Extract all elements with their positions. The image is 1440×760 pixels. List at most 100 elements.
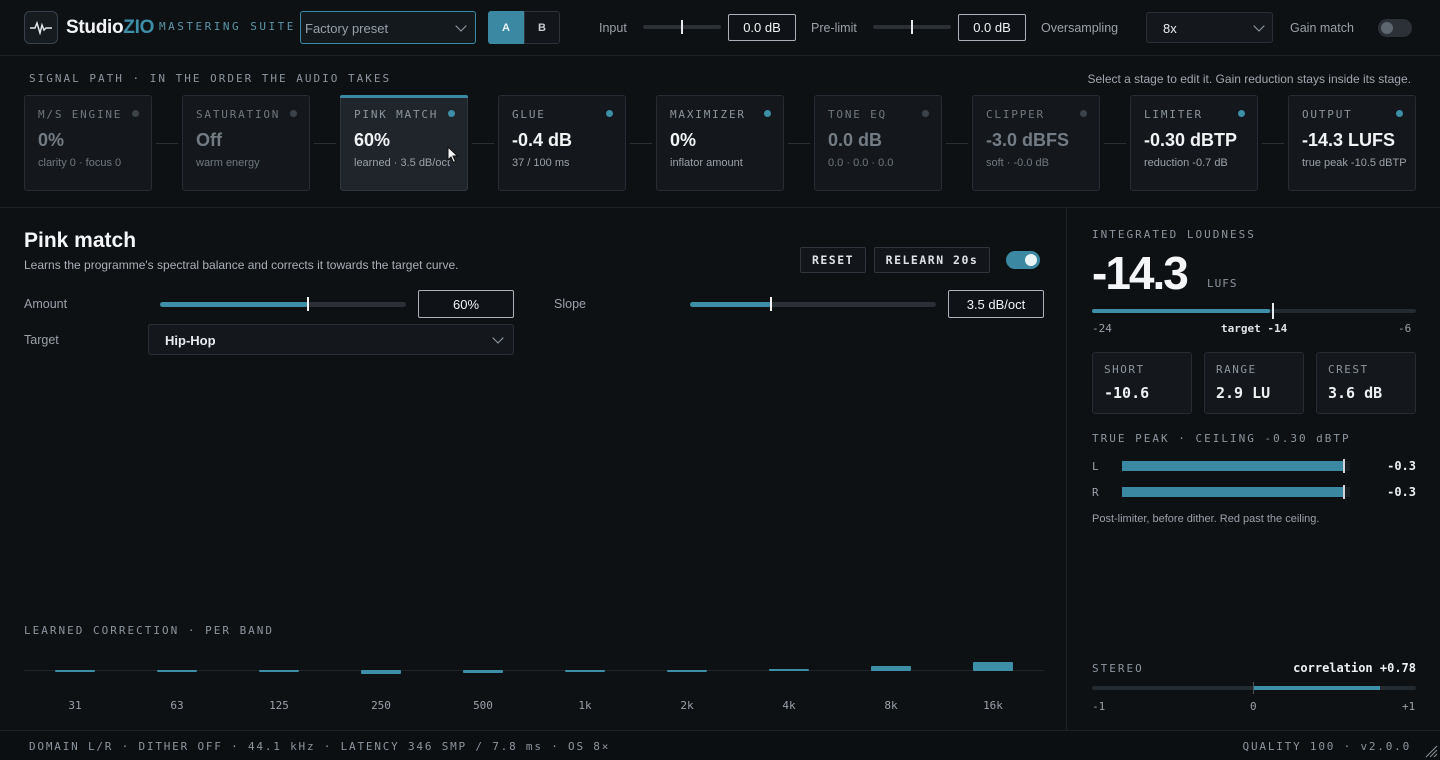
signal-path: SIGNAL PATH · IN THE ORDER THE AUDIO TAK… [0,56,1440,208]
stage-detail: clarity 0 · focus 0 [38,157,122,169]
amount-slider-handle[interactable] [306,297,309,311]
prelimit-slider[interactable] [873,20,951,34]
target-select[interactable]: Hip-Hop [148,324,514,355]
loudness-scale-max: -6 [1398,322,1412,335]
peak-note: Post-limiter, before dither. Red past th… [1092,513,1320,525]
correlation-center-marker [1253,682,1254,694]
stage-enable-toggle[interactable] [1006,251,1040,269]
stat-label: CREST [1328,363,1369,376]
stage-status-dot [1238,110,1245,117]
stereo-scale-mid: 0 [1250,700,1257,713]
oversampling-select[interactable]: 8x [1146,12,1273,43]
stage-name: MAXIMIZER [670,108,746,121]
target-label: Target [24,333,59,347]
stage-card-tone-eq[interactable]: TONE EQ 0.0 dB 0.0 · 0.0 · 0.0 [814,95,942,191]
stage-status-dot [764,110,771,117]
stage-detail: inflator amount [670,157,743,169]
amount-value-field[interactable]: 60% [418,290,514,318]
slope-slider-fill [690,302,772,307]
preset-select[interactable]: Factory preset [300,11,476,44]
slope-slider-handle[interactable] [770,297,773,311]
peak-r-meter [1122,485,1350,499]
stage-name: CLIPPER [986,108,1045,121]
loudness-scale-min: -24 [1092,322,1112,335]
stage-connector [1262,143,1284,144]
band-label: 250 [371,699,391,712]
band-bar-500 [463,670,503,673]
stage-value: 0.0 dB [828,130,883,150]
stage-detail: reduction -0.7 dB [1144,157,1228,169]
stage-name: TONE EQ [828,108,887,121]
stage-card-saturation[interactable]: SATURATION Off warm energy [182,95,310,191]
stage-card-limiter[interactable]: LIMITER -0.30 dBTP reduction -0.7 dB [1130,95,1258,191]
correlation-fill [1254,686,1381,690]
correction-label: LEARNED CORRECTION · PER BAND [24,624,275,637]
stage-value: 0% [670,130,697,150]
signal-path-hint: Select a stage to edit it. Gain reductio… [1087,72,1411,86]
peak-r-label: R [1092,486,1099,499]
band-bar-1k [565,670,605,672]
status-left: DOMAIN L/R · DITHER OFF · 44.1 kHz · LAT… [29,740,611,753]
loudness-unit: LUFS [1207,277,1238,290]
band-label: 500 [473,699,493,712]
stage-value: -0.30 dBTP [1144,130,1238,150]
stage-card-maximizer[interactable]: MAXIMIZER 0% inflator amount [656,95,784,191]
stage-detail: soft · -0.0 dB [986,157,1049,169]
app-name: StudioZIO [66,17,155,38]
oversampling-label: Oversampling [1041,21,1119,35]
stereo-scale-min: -1 [1092,700,1106,713]
slope-slider[interactable] [690,297,936,311]
prelimit-value-field[interactable]: 0.0 dB [958,14,1026,41]
waveform-icon [24,11,58,44]
correction-baseline [24,670,1044,671]
slope-label: Slope [554,297,586,311]
stat-value: -10.6 [1104,384,1150,402]
stage-card-m-s-engine[interactable]: M/S ENGINE 0% clarity 0 · focus 0 [24,95,152,191]
app-name-suffix: ZIO [123,17,155,38]
stage-status-dot [290,110,297,117]
stage-connector [314,143,336,144]
status-right: QUALITY 100 · v2.0.0 [1242,740,1411,753]
chevron-down-icon [492,332,504,344]
peak-l-meter [1122,459,1350,473]
signal-path-label: SIGNAL PATH · IN THE ORDER THE AUDIO TAK… [29,72,392,85]
stage-card-glue[interactable]: GLUE -0.4 dB 37 / 100 ms [498,95,626,191]
band-label: 8k [884,699,898,712]
reset-button[interactable]: RESET [800,247,866,273]
chevron-down-icon [455,20,467,32]
prelimit-slider-handle[interactable] [911,20,913,34]
top-bar: StudioZIO MASTERING SUITE Factory preset… [0,0,1440,56]
stage-name: PINK MATCH [354,108,439,121]
stage-name: GLUE [512,108,546,121]
stage-card-clipper[interactable]: CLIPPER -3.0 dBFS soft · -0.0 dB [972,95,1100,191]
correlation-value: correlation +0.78 [1293,661,1416,675]
gain-match-toggle[interactable] [1378,19,1412,37]
input-value-field[interactable]: 0.0 dB [728,14,796,41]
input-slider[interactable] [643,20,721,34]
stage-status-dot [922,110,929,117]
stage-card-output[interactable]: OUTPUT -14.3 LUFS true peak -10.5 dBTP [1288,95,1416,191]
relearn-button[interactable]: RELEARN 20s [874,247,990,273]
stage-connector [946,143,968,144]
stage-card-pink-match[interactable]: PINK MATCH 60% learned · 3.5 dB/oct [340,95,468,191]
ab-b-button[interactable]: B [524,11,560,44]
stage-detail: 0.0 · 0.0 · 0.0 [828,157,894,169]
stage-value: -14.3 LUFS [1302,130,1396,150]
band-label: 2k [680,699,694,712]
input-slider-handle[interactable] [681,20,683,34]
slope-value-field[interactable]: 3.5 dB/oct [948,290,1044,318]
resize-grip-icon[interactable] [1424,744,1438,758]
active-stage-indicator [340,95,468,98]
stage-detail: learned · 3.5 dB/oct [354,157,451,169]
stage-name: OUTPUT [1302,108,1353,121]
oversampling-value: 8x [1163,21,1177,36]
stage-detail: warm energy [196,157,260,169]
loudness-label: INTEGRATED LOUDNESS [1092,228,1256,241]
stage-description: Learns the programme's spectral balance … [24,258,459,272]
band-bar-63 [157,670,197,672]
prelimit-label: Pre-limit [811,21,857,35]
band-label: 31 [68,699,82,712]
stat-label: RANGE [1216,363,1257,376]
amount-slider[interactable] [160,297,406,311]
ab-a-button[interactable]: A [488,11,524,44]
